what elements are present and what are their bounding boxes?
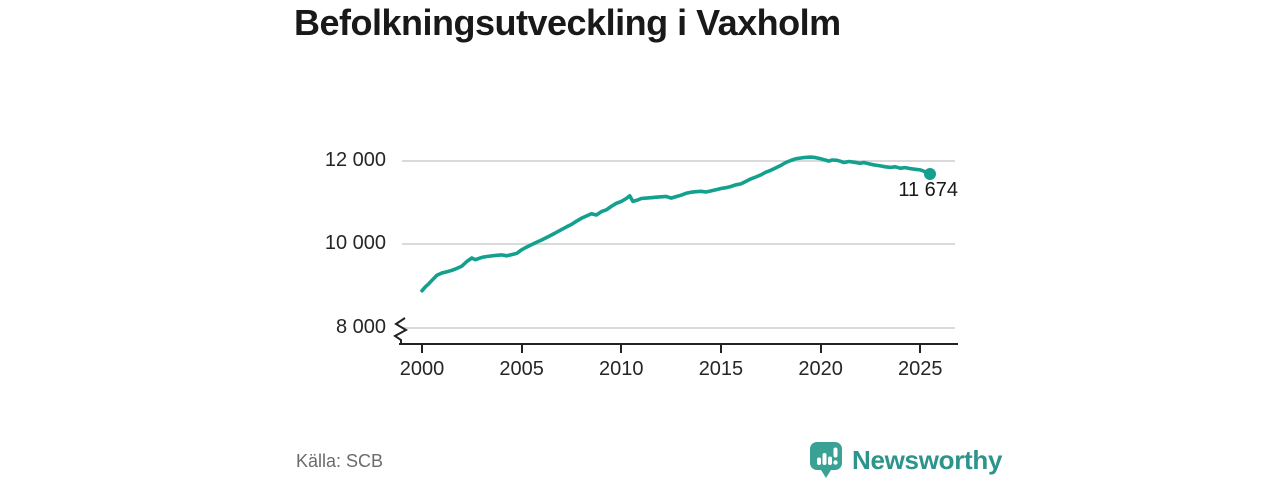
y-tick-label: 10 000 (324, 232, 386, 254)
x-tick-label: 2025 (898, 358, 943, 380)
x-axis-line (399, 343, 958, 345)
newsworthy-logo: Newsworthy (807, 440, 1002, 480)
x-tick-label: 2020 (798, 358, 843, 380)
x-tick (421, 345, 423, 353)
x-tick (919, 345, 922, 353)
x-tick-label: 2010 (599, 358, 644, 380)
gridline-10000 (402, 243, 955, 245)
x-tick (620, 345, 623, 353)
end-point-marker (924, 168, 937, 181)
x-tick-label: 2005 (499, 358, 544, 380)
x-tick (520, 345, 523, 353)
chart-title: Befolkningsutveckling i Vaxholm (294, 2, 841, 43)
y-tick-label: 8 000 (335, 315, 386, 338)
x-tick-label: 2015 (698, 358, 744, 380)
x-tick (819, 345, 822, 353)
end-value-label: 11 674 (898, 179, 958, 201)
newsworthy-logo-text: Newsworthy (852, 444, 1003, 475)
y-tick-label: 12 000 (324, 148, 386, 171)
source-caption: Källa: SCB (296, 451, 384, 471)
gridline-8000 (402, 326, 955, 329)
gridline-12000 (402, 159, 955, 162)
x-tick (719, 345, 722, 353)
newsworthy-pin-icon (810, 442, 842, 478)
x-tick-label: 2000 (399, 358, 445, 380)
